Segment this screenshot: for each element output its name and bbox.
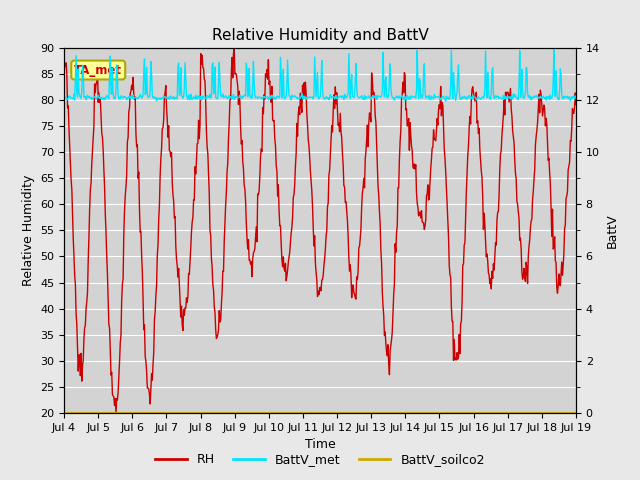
Legend: RH, BattV_met, BattV_soilco2: RH, BattV_met, BattV_soilco2 bbox=[150, 448, 490, 471]
Y-axis label: Relative Humidity: Relative Humidity bbox=[22, 175, 35, 286]
Y-axis label: BattV: BattV bbox=[605, 213, 618, 248]
Title: Relative Humidity and BattV: Relative Humidity and BattV bbox=[212, 28, 428, 43]
X-axis label: Time: Time bbox=[305, 438, 335, 451]
Text: TA_met: TA_met bbox=[74, 63, 122, 76]
